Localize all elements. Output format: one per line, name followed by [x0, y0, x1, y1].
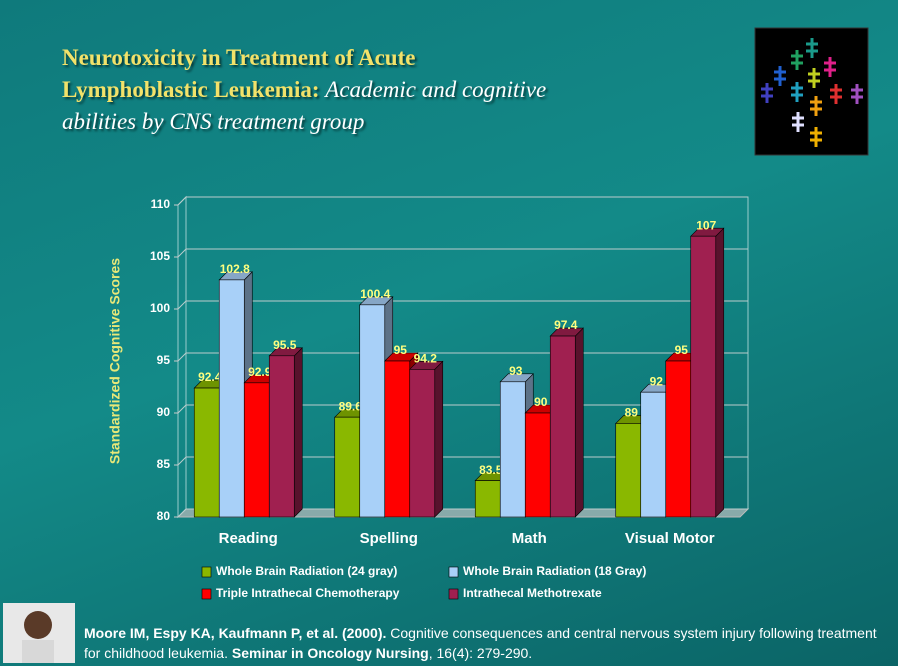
bar-front — [550, 336, 575, 517]
bar-side — [294, 348, 302, 517]
bar-front — [244, 383, 269, 517]
bar-front — [475, 481, 500, 517]
bar — [269, 348, 302, 517]
y-axis-label: Standardized Cognitive Scores — [107, 258, 123, 464]
value-label: 89.6 — [339, 399, 363, 413]
bar — [550, 328, 583, 517]
chart: 80 85 90 95 100 105 110 Standardized Cognitive … — [0, 0, 898, 666]
x-tick-label: Math — [512, 530, 547, 547]
bar-side — [435, 361, 443, 517]
x-tick-label: Spelling — [360, 530, 418, 547]
logo — [755, 28, 868, 155]
value-label: 95.5 — [273, 338, 297, 352]
value-label: 102.8 — [220, 262, 250, 276]
y-tick-label: 80 — [157, 509, 171, 523]
y-tick-label: 85 — [157, 457, 171, 471]
bar-front — [269, 356, 294, 517]
bar-front — [219, 280, 244, 517]
citation-authors: Moore IM, Espy KA, Kaufmann P, et al. (2… — [84, 625, 386, 641]
value-label: 92.9 — [248, 365, 272, 379]
grid-line — [178, 301, 748, 309]
y-tick-label: 95 — [157, 353, 171, 367]
bar-front — [360, 305, 385, 517]
value-label: 92.4 — [198, 370, 222, 384]
photo — [3, 603, 75, 663]
value-label: 90 — [534, 395, 548, 409]
bar-side — [575, 328, 583, 517]
value-label: 97.4 — [554, 318, 578, 332]
value-label: 95 — [675, 343, 689, 357]
value-label: 95 — [394, 343, 408, 357]
y-tick-label: 105 — [150, 249, 170, 263]
value-label: 83.5 — [479, 463, 503, 477]
value-label: 89 — [625, 406, 639, 420]
legend-label: Whole Brain Radiation (24 gray) — [216, 564, 397, 578]
value-label: 92 — [650, 374, 664, 388]
y-tick-label: 90 — [157, 405, 171, 419]
value-label: 94.2 — [414, 351, 438, 365]
bar-front — [616, 423, 641, 517]
slide: Neurotoxicity in Treatment of Acute Lymp… — [0, 0, 898, 666]
bar-front — [410, 369, 435, 517]
bar-front — [641, 392, 666, 517]
legend-label: Whole Brain Radiation (18 Gray) — [463, 564, 646, 578]
y-tick-label: 100 — [150, 301, 170, 315]
bar-front — [500, 382, 525, 517]
bar-front — [525, 413, 550, 517]
x-tick-label: Reading — [219, 530, 278, 547]
citation-details: , 16(4): 279-290. — [429, 645, 533, 661]
value-label: 93 — [509, 364, 523, 378]
citation: Moore IM, Espy KA, Kaufmann P, et al. (2… — [84, 623, 884, 663]
x-tick-label: Visual Motor — [625, 530, 715, 547]
y-tick-label: 110 — [151, 197, 171, 211]
value-label: 100.4 — [360, 287, 390, 301]
legend-swatch — [449, 589, 458, 599]
grid-line — [178, 197, 748, 205]
bar-front — [385, 361, 410, 517]
legend-swatch — [449, 567, 458, 577]
legend-swatch — [202, 589, 211, 599]
grid-line — [178, 249, 748, 257]
grid-line — [178, 353, 748, 361]
value-label: 107 — [696, 218, 716, 232]
legend-swatch — [202, 567, 211, 577]
bar-front — [194, 388, 219, 517]
legend-label: Intrathecal Methotrexate — [463, 586, 602, 600]
bar — [691, 228, 724, 517]
bar-front — [335, 417, 360, 517]
legend-label: Triple Intrathecal Chemotherapy — [216, 586, 400, 600]
bar-side — [716, 228, 724, 517]
bar-front — [666, 361, 691, 517]
bar — [410, 361, 443, 517]
citation-journal: Seminar in Oncology Nursing — [232, 645, 429, 661]
bar-front — [691, 236, 716, 517]
